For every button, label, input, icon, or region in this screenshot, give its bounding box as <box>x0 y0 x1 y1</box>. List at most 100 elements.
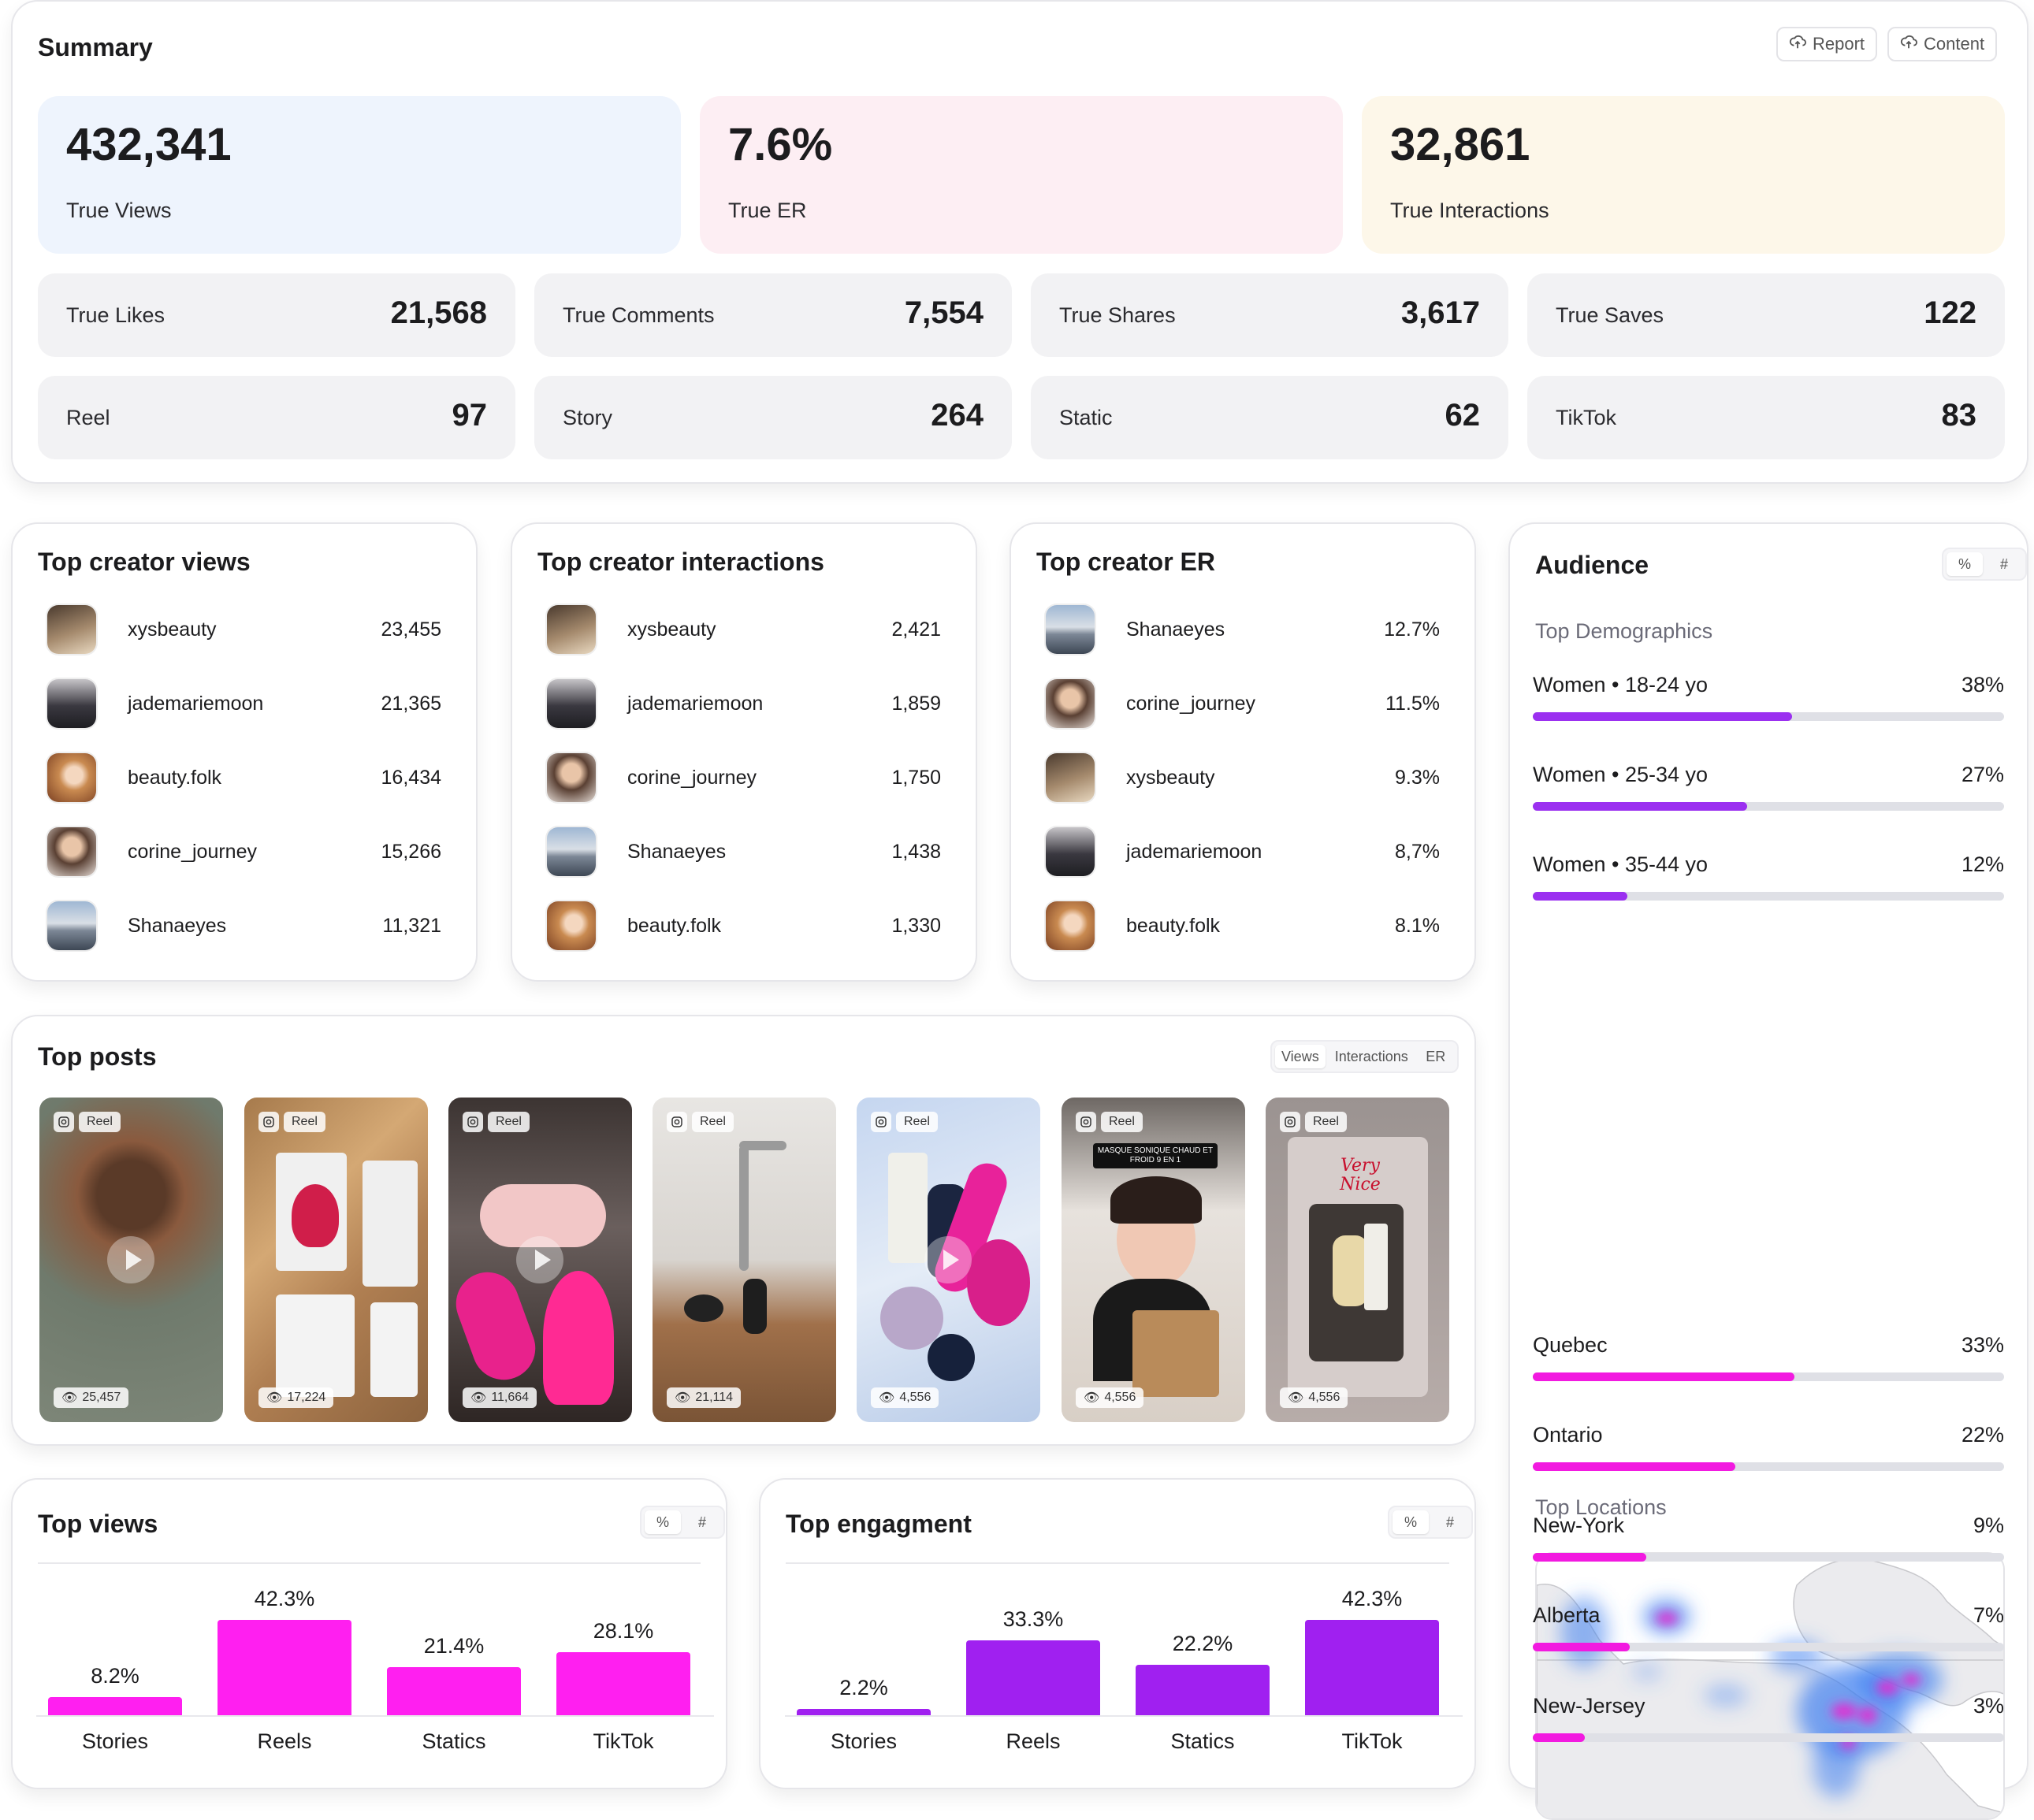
progress-track <box>1533 802 2004 811</box>
content-label: Content <box>1924 34 1985 54</box>
progress-percent: 33% <box>1961 1333 2004 1357</box>
stat-value: 97 <box>452 398 488 433</box>
post-type-badge: Reel <box>488 1112 530 1132</box>
list-item[interactable]: xysbeauty 23,455 <box>47 604 441 655</box>
stat-tiktok: TikTok 83 <box>1527 376 2005 459</box>
avatar <box>547 605 596 654</box>
post-thumbnail[interactable]: Reel 👁 17,224 <box>244 1098 428 1422</box>
tab-interactions[interactable]: Interactions <box>1334 1048 1408 1064</box>
progress-percent: 12% <box>1961 852 2004 876</box>
post-thumbnail[interactable]: Very Nice Reel 👁 4,556 <box>1266 1098 1449 1422</box>
bar-statics[interactable] <box>387 1666 521 1715</box>
creator-value: 1,859 <box>891 692 941 715</box>
progress-label: Women • 25-34 yo <box>1533 763 1709 786</box>
progress-percent: 38% <box>1961 673 2004 696</box>
avatar <box>547 679 596 728</box>
bar-tiktok[interactable] <box>1305 1620 1439 1715</box>
bar-tiktok[interactable] <box>556 1651 690 1715</box>
instagram-icon <box>871 1112 891 1132</box>
tab-er[interactable]: ER <box>1426 1048 1446 1064</box>
creator-value: 8,7% <box>1395 840 1440 863</box>
post-thumbnail[interactable]: Reel 👁 4,556 <box>857 1098 1040 1422</box>
progress-label: Alberta <box>1533 1603 1601 1627</box>
post-thumbnail[interactable]: Reel 👁 11,664 <box>448 1098 632 1422</box>
progress-track <box>1533 1462 2004 1471</box>
eye-icon: 👁 <box>470 1391 487 1405</box>
post-thumbnail[interactable]: Reel 👁 25,457 <box>39 1098 223 1422</box>
list-item[interactable]: jademariemoon 8,7% <box>1046 826 1440 877</box>
stat-label: Story <box>563 406 613 429</box>
list-item[interactable]: jademariemoon 1,859 <box>547 678 941 729</box>
post-caption: Very Nice <box>1340 1156 1381 1194</box>
top-creator-interactions-card: Top creator interactions xysbeauty 2,421… <box>511 522 977 982</box>
progress-label: Women • 35-44 yo <box>1533 852 1709 876</box>
eye-icon: 👁 <box>675 1391 691 1405</box>
creator-value: 23,455 <box>381 618 441 641</box>
list-item[interactable]: corine_journey 15,266 <box>47 826 441 877</box>
list-item[interactable]: corine_journey 11.5% <box>1046 678 1440 729</box>
progress-percent: 22% <box>1961 1423 2004 1447</box>
post-thumbnail[interactable]: MASQUE SONIQUE CHAUD ET FROID 9 EN 1 Ree… <box>1062 1098 1245 1422</box>
top-creator-er-card: Top creator ER Shanaeyes 12.7% corine_jo… <box>1010 522 1476 982</box>
audience-card: Audience % # Top Demographics Top Locati… <box>1508 522 2028 1820</box>
avatar <box>1046 605 1095 654</box>
percent-toggle[interactable]: % <box>1947 552 1983 576</box>
x-tick-label: Statics <box>422 1729 486 1753</box>
bar-statics[interactable] <box>1136 1665 1270 1715</box>
list-item[interactable]: Shanaeyes 12.7% <box>1046 604 1440 655</box>
count-toggle[interactable]: # <box>1999 555 2008 572</box>
post-views: 21,114 <box>695 1391 734 1404</box>
report-button[interactable]: Report <box>1776 27 1878 61</box>
list-item[interactable]: corine_journey 1,750 <box>547 752 941 803</box>
creator-value: 21,365 <box>381 692 441 715</box>
list-item[interactable]: beauty.folk 1,330 <box>547 901 941 951</box>
x-axis-line <box>36 1715 714 1717</box>
top-creator-interactions-title: Top creator interactions <box>537 548 824 576</box>
list-item[interactable]: xysbeauty 9.3% <box>1046 752 1440 803</box>
bar-stories[interactable] <box>797 1709 931 1715</box>
content-button[interactable]: Content <box>1887 27 1998 61</box>
post-views: 17,224 <box>287 1391 326 1404</box>
play-icon <box>924 1236 972 1283</box>
bar-stories[interactable] <box>48 1696 182 1715</box>
list-item[interactable]: xysbeauty 2,421 <box>547 604 941 655</box>
list-item[interactable]: Shanaeyes 1,438 <box>547 826 941 877</box>
true-er-label: True ER <box>728 199 807 222</box>
avatar <box>1046 827 1095 876</box>
top-locations-label: Top Locations <box>1535 1495 1667 1519</box>
creator-name: jademariemoon <box>1126 840 1262 863</box>
tab-views[interactable]: Views <box>1275 1045 1326 1068</box>
count-toggle[interactable]: # <box>697 1514 706 1530</box>
creator-name: xysbeauty <box>128 618 217 641</box>
percent-toggle[interactable]: % <box>645 1510 681 1534</box>
top-creator-er-title: Top creator ER <box>1036 548 1215 576</box>
progress-fill <box>1533 1733 1585 1742</box>
upload-cloud-icon <box>1900 33 1917 55</box>
creator-value: 1,750 <box>891 766 941 789</box>
instagram-icon <box>54 1112 74 1132</box>
top-views-unit-toggle: % # <box>640 1506 725 1539</box>
avatar <box>47 827 96 876</box>
list-item[interactable]: jademariemoon 21,365 <box>47 678 441 729</box>
stat-value: 3,617 <box>1400 295 1480 330</box>
stat-label: True Shares <box>1059 303 1176 327</box>
post-type-badge: Reel <box>284 1112 325 1132</box>
progress-track <box>1533 892 2004 901</box>
post-views: 25,457 <box>82 1391 121 1404</box>
creator-name: xysbeauty <box>627 618 716 641</box>
post-thumbnail[interactable]: Reel 👁 21,114 <box>653 1098 836 1422</box>
x-tick-label: TikTok <box>593 1729 654 1753</box>
bar-reels[interactable] <box>966 1640 1100 1715</box>
count-toggle[interactable]: # <box>1445 1514 1454 1530</box>
audience-unit-toggle: % # <box>1942 548 2027 581</box>
list-item[interactable]: Shanaeyes 11,321 <box>47 901 441 951</box>
list-item[interactable]: beauty.folk 16,434 <box>47 752 441 803</box>
top-creator-views-title: Top creator views <box>38 548 251 576</box>
true-er-card: 7.6% True ER <box>700 96 1343 254</box>
percent-toggle[interactable]: % <box>1393 1510 1429 1534</box>
progress-fill <box>1533 712 1792 721</box>
list-item[interactable]: beauty.folk 8.1% <box>1046 901 1440 951</box>
stat-value: 122 <box>1924 295 1976 330</box>
instagram-icon <box>667 1112 687 1132</box>
bar-reels[interactable] <box>218 1620 351 1715</box>
